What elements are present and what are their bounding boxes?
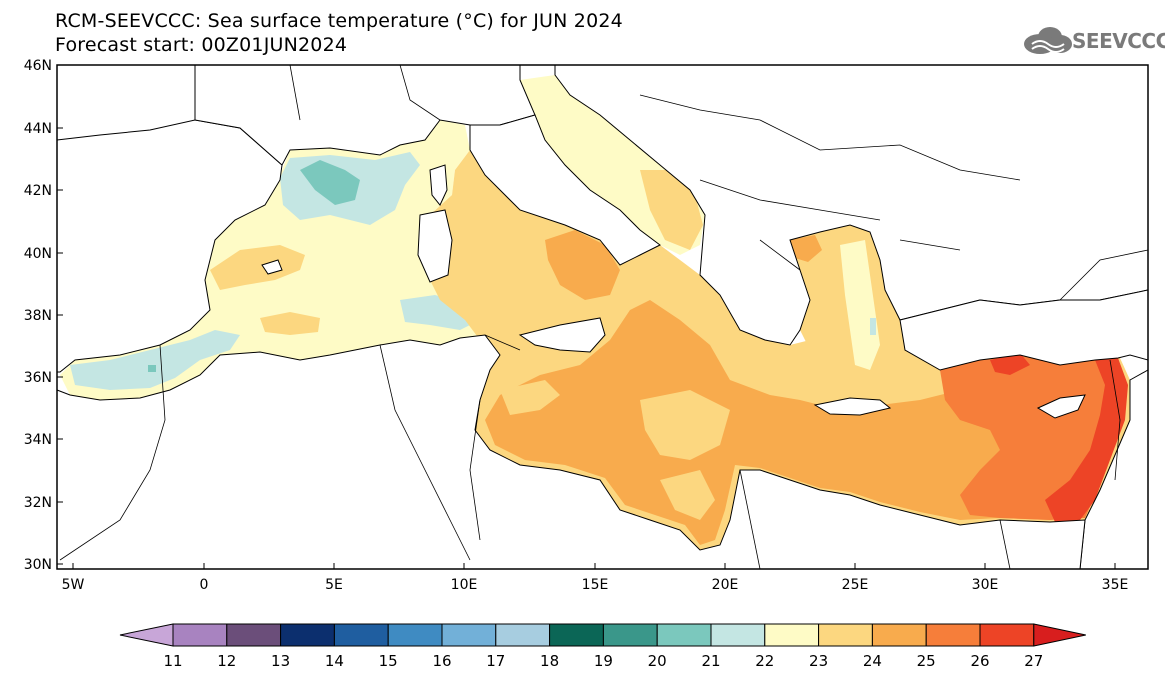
lat-tick-label: 46N xyxy=(24,58,52,74)
aegean-23 xyxy=(840,240,880,370)
colorbar-label: 26 xyxy=(970,652,989,670)
colorbar-label: 27 xyxy=(1024,652,1043,670)
colorbar-swatch xyxy=(226,623,282,647)
central-patch-24c xyxy=(660,470,715,520)
colorbar-max-arrow xyxy=(1033,623,1086,647)
colorbar-label: 25 xyxy=(917,652,936,670)
seevccc-logo-text: SEEVCCC xyxy=(1072,29,1165,53)
west-warm-patch-24b xyxy=(260,312,320,335)
map-title: RCM-SEEVCCC: Sea surface temperature (°C… xyxy=(55,10,623,32)
lon-tick-label: 10E xyxy=(451,577,478,593)
italy-land xyxy=(469,114,661,266)
colorbar-swatch xyxy=(549,623,604,647)
colorbar-swatch xyxy=(495,623,551,647)
lon-tick-label: 25E xyxy=(842,577,869,593)
map-frame xyxy=(56,64,1149,570)
colorbar: 11 12 13 14 15 16 17 18 19 20 21 22 23 24 25 26 27 xyxy=(119,623,1086,670)
anatolia-land xyxy=(899,289,1149,371)
colorbar-swatch xyxy=(979,623,1035,647)
colorbar-swatch xyxy=(710,623,766,647)
lon-tick-label: 15E xyxy=(582,577,609,593)
colorbar-label: 13 xyxy=(271,652,290,670)
colorbar-label: 12 xyxy=(217,652,236,670)
corsica-land xyxy=(429,164,448,206)
central-patch-24b xyxy=(500,380,560,415)
lon-tick-label: 35E xyxy=(1102,577,1129,593)
levantine-27 xyxy=(1045,358,1128,522)
colorbar-label: 22 xyxy=(755,652,774,670)
latitude-axis: 46N 44N 42N 40N 38N 36N 34N 32N 30N xyxy=(24,58,63,573)
land-and-coastlines xyxy=(56,64,1149,570)
colorbar-swatch xyxy=(818,623,873,647)
lat-tick-label: 42N xyxy=(24,183,52,199)
tyrrhenian-25 xyxy=(545,230,620,300)
colorbar-label: 16 xyxy=(432,652,451,670)
mallorca-land xyxy=(261,259,283,275)
colorbar-min-arrow xyxy=(119,623,174,647)
colorbar-swatch xyxy=(172,623,228,647)
west-warm-patch-24 xyxy=(210,245,305,290)
lat-tick-label: 40N xyxy=(24,246,52,262)
lon-tick-label: 20E xyxy=(712,577,739,593)
colorbar-label: 20 xyxy=(648,652,667,670)
colorbar-swatch xyxy=(333,623,389,647)
colorbar-swatch xyxy=(602,623,658,647)
lat-tick-label: 36N xyxy=(24,370,52,386)
forecast-start-label: Forecast start: 00Z01JUN2024 xyxy=(55,34,348,56)
central-warm-25 xyxy=(485,300,1120,545)
lon-tick-label: 30E xyxy=(972,577,999,593)
colorbar-swatch xyxy=(387,623,443,647)
lon-tick-label: 5W xyxy=(62,577,85,593)
colorbar-label: 21 xyxy=(701,652,720,670)
colorbar-label: 17 xyxy=(486,652,505,670)
sicily-land xyxy=(518,317,606,353)
alboran-sea-21 xyxy=(148,365,156,372)
north-africa-land xyxy=(56,334,1086,570)
aegean-22 xyxy=(870,318,876,335)
lat-tick-label: 38N xyxy=(24,308,52,324)
cloud-icon xyxy=(1024,27,1072,54)
colorbar-swatch xyxy=(280,623,335,647)
colorbar-label: 24 xyxy=(863,652,882,670)
colorbar-label: 14 xyxy=(325,652,344,670)
colorbar-label: 23 xyxy=(809,652,828,670)
lat-tick-label: 32N xyxy=(24,495,52,511)
borders xyxy=(59,64,1149,570)
colorbar-swatch xyxy=(764,623,820,647)
colorbar-swatch xyxy=(441,623,497,647)
central-patch-24a xyxy=(640,390,730,460)
lat-tick-label: 30N xyxy=(24,557,52,573)
alboran-sea-22 xyxy=(70,330,240,390)
colorbar-swatch xyxy=(656,623,712,647)
cyprus-land xyxy=(1036,394,1086,419)
lon-tick-label: 0 xyxy=(200,577,209,593)
adriatic-24 xyxy=(640,170,703,250)
lat-tick-label: 44N xyxy=(24,121,52,137)
lon-tick-label: 5E xyxy=(325,577,343,593)
colorbar-label: 18 xyxy=(540,652,559,670)
aegean-25 xyxy=(790,235,822,262)
crete-land xyxy=(813,397,892,416)
levantine-27b xyxy=(990,353,1030,375)
colorbar-label: 15 xyxy=(379,652,398,670)
colorbar-swatch xyxy=(925,623,981,647)
longitude-axis: 5W 0 5E 10E 15E 20E 25E 30E 35E xyxy=(62,563,1129,593)
sardinia-land xyxy=(417,209,453,283)
lat-tick-label: 34N xyxy=(24,432,52,448)
seevccc-logo xyxy=(1024,27,1072,54)
colorbar-label: 11 xyxy=(163,652,182,670)
colorbar-swatch xyxy=(871,623,927,647)
gulf-of-lion-21 xyxy=(300,160,360,205)
colorbar-label: 19 xyxy=(594,652,613,670)
france-land xyxy=(194,64,536,166)
